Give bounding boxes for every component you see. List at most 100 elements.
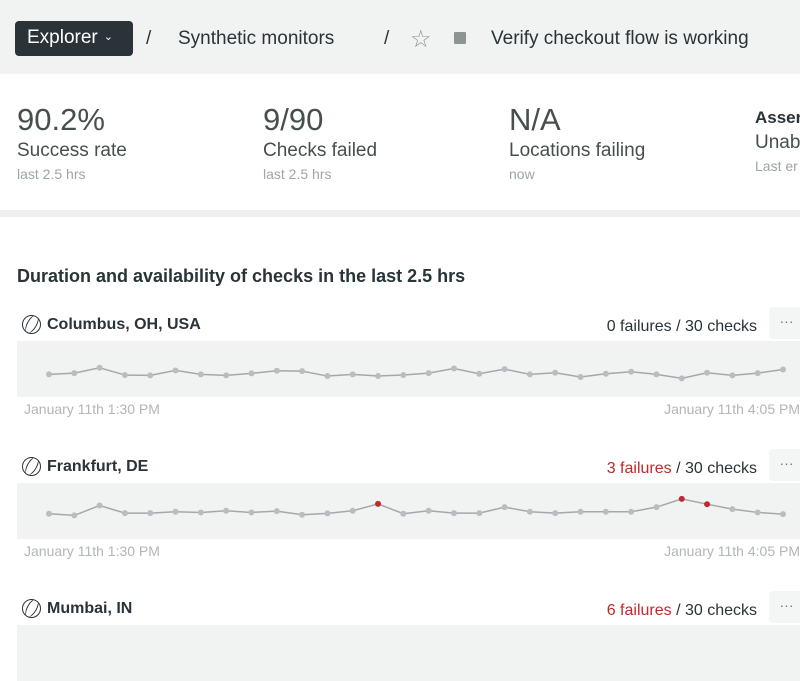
- breadcrumb-synthetic-monitors[interactable]: Synthetic monitors: [178, 28, 335, 49]
- time-start-label: January 11th 1:30 PM: [24, 543, 160, 559]
- checks-text: / 30 checks: [671, 318, 757, 335]
- check-point[interactable]: [299, 511, 306, 518]
- check-point[interactable]: [71, 370, 78, 377]
- failures-text: 3 failures: [606, 460, 672, 477]
- check-point[interactable]: [425, 370, 432, 377]
- check-point[interactable]: [71, 512, 78, 519]
- stat-locations-failing: N/A Locations failing now: [509, 102, 645, 182]
- check-point[interactable]: [248, 509, 255, 516]
- check-point[interactable]: [349, 507, 356, 514]
- check-point[interactable]: [223, 507, 230, 514]
- failures-text: 6 failures: [606, 602, 672, 619]
- check-point[interactable]: [400, 372, 407, 379]
- check-point[interactable]: [273, 508, 280, 515]
- check-point[interactable]: [147, 372, 154, 379]
- stat-value: 9/90: [263, 102, 324, 137]
- check-point[interactable]: [704, 369, 711, 376]
- location-label: Frankfurt, DE: [47, 457, 149, 475]
- check-point[interactable]: [501, 366, 508, 373]
- check-point[interactable]: [299, 368, 306, 375]
- check-point[interactable]: [450, 365, 457, 372]
- stat-label: Checks failed: [263, 140, 378, 161]
- check-point[interactable]: [46, 510, 52, 517]
- check-point[interactable]: [628, 508, 635, 515]
- globe-icon: [22, 315, 41, 334]
- failure-count: 0 failures / 30 checks: [607, 318, 757, 336]
- failure-count: 3 failures / 30 checks: [607, 460, 757, 478]
- check-point[interactable]: [197, 509, 204, 516]
- check-point[interactable]: [273, 367, 280, 374]
- stat-value: N/A: [509, 102, 561, 137]
- more-options-button[interactable]: ···: [769, 591, 800, 623]
- check-point[interactable]: [476, 370, 483, 377]
- check-point[interactable]: [780, 511, 786, 518]
- check-point[interactable]: [147, 510, 154, 517]
- check-point[interactable]: [96, 364, 103, 371]
- checks-text: / 30 checks: [671, 602, 757, 619]
- stat-sub: last 2.5 hrs: [17, 166, 86, 182]
- failed-check-point[interactable]: [375, 500, 382, 507]
- duration-line: [48, 367, 784, 380]
- more-options-button[interactable]: ···: [769, 449, 800, 481]
- check-point[interactable]: [349, 371, 356, 378]
- check-point[interactable]: [628, 368, 635, 375]
- check-point[interactable]: [248, 370, 255, 377]
- check-point[interactable]: [754, 370, 761, 377]
- check-point[interactable]: [46, 371, 52, 378]
- stat-success-rate: 90.2% Success rate last 2.5 hrs: [17, 102, 127, 182]
- stat-label: Locations failing: [509, 140, 646, 161]
- check-point[interactable]: [754, 509, 761, 516]
- check-point[interactable]: [96, 502, 103, 509]
- section-divider: [0, 210, 800, 217]
- check-point[interactable]: [425, 507, 432, 514]
- check-point[interactable]: [729, 372, 736, 379]
- time-end-label: January 11th 4:05 PM: [664, 543, 800, 559]
- check-point[interactable]: [577, 508, 584, 515]
- check-point[interactable]: [223, 372, 230, 379]
- top-bar: Explorer ⌄ / Synthetic monitors / ☆ Verif…: [0, 0, 800, 74]
- check-point[interactable]: [121, 372, 128, 379]
- favorite-star-icon[interactable]: ☆: [410, 26, 432, 53]
- check-point[interactable]: [400, 510, 407, 517]
- check-point[interactable]: [653, 504, 660, 511]
- explorer-label: Explorer: [27, 27, 98, 48]
- check-point[interactable]: [526, 371, 533, 378]
- page-title: Verify checkout flow is working: [491, 28, 749, 49]
- check-point[interactable]: [172, 508, 179, 515]
- check-point[interactable]: [653, 371, 660, 378]
- check-point[interactable]: [197, 371, 204, 378]
- check-point[interactable]: [678, 375, 685, 382]
- explorer-dropdown-button[interactable]: Explorer ⌄: [15, 21, 133, 56]
- failures-text: 0 failures: [606, 318, 672, 335]
- location-name: Frankfurt, DE: [22, 457, 148, 476]
- check-point[interactable]: [577, 374, 584, 381]
- more-options-button[interactable]: ···: [769, 307, 800, 339]
- check-point[interactable]: [552, 510, 559, 517]
- location-name: Columbus, OH, USA: [22, 315, 201, 334]
- breadcrumb-separator: /: [384, 28, 390, 49]
- check-point[interactable]: [780, 366, 786, 373]
- check-point[interactable]: [602, 508, 609, 515]
- check-point[interactable]: [450, 510, 457, 517]
- stat-value: 90.2%: [17, 102, 105, 137]
- check-point[interactable]: [121, 510, 128, 517]
- check-point[interactable]: [729, 506, 736, 513]
- stat-sub: last 2.5 hrs: [263, 166, 332, 182]
- check-point[interactable]: [501, 504, 508, 511]
- check-point[interactable]: [526, 508, 533, 515]
- failed-check-point[interactable]: [704, 501, 711, 508]
- location-name: Mumbai, IN: [22, 599, 132, 618]
- stat-value: Asser: [755, 108, 800, 127]
- check-point[interactable]: [476, 510, 483, 517]
- check-point[interactable]: [172, 367, 179, 374]
- check-point[interactable]: [324, 373, 331, 380]
- check-point[interactable]: [324, 510, 331, 517]
- check-point[interactable]: [375, 373, 382, 380]
- check-point[interactable]: [552, 369, 559, 376]
- failure-count: 6 failures / 30 checks: [607, 602, 757, 620]
- failed-check-point[interactable]: [678, 495, 685, 502]
- chevron-down-icon: ⌄: [103, 31, 113, 43]
- check-point[interactable]: [602, 370, 609, 377]
- stat-label: Success rate: [17, 140, 127, 161]
- monitor-status-icon: [454, 32, 466, 44]
